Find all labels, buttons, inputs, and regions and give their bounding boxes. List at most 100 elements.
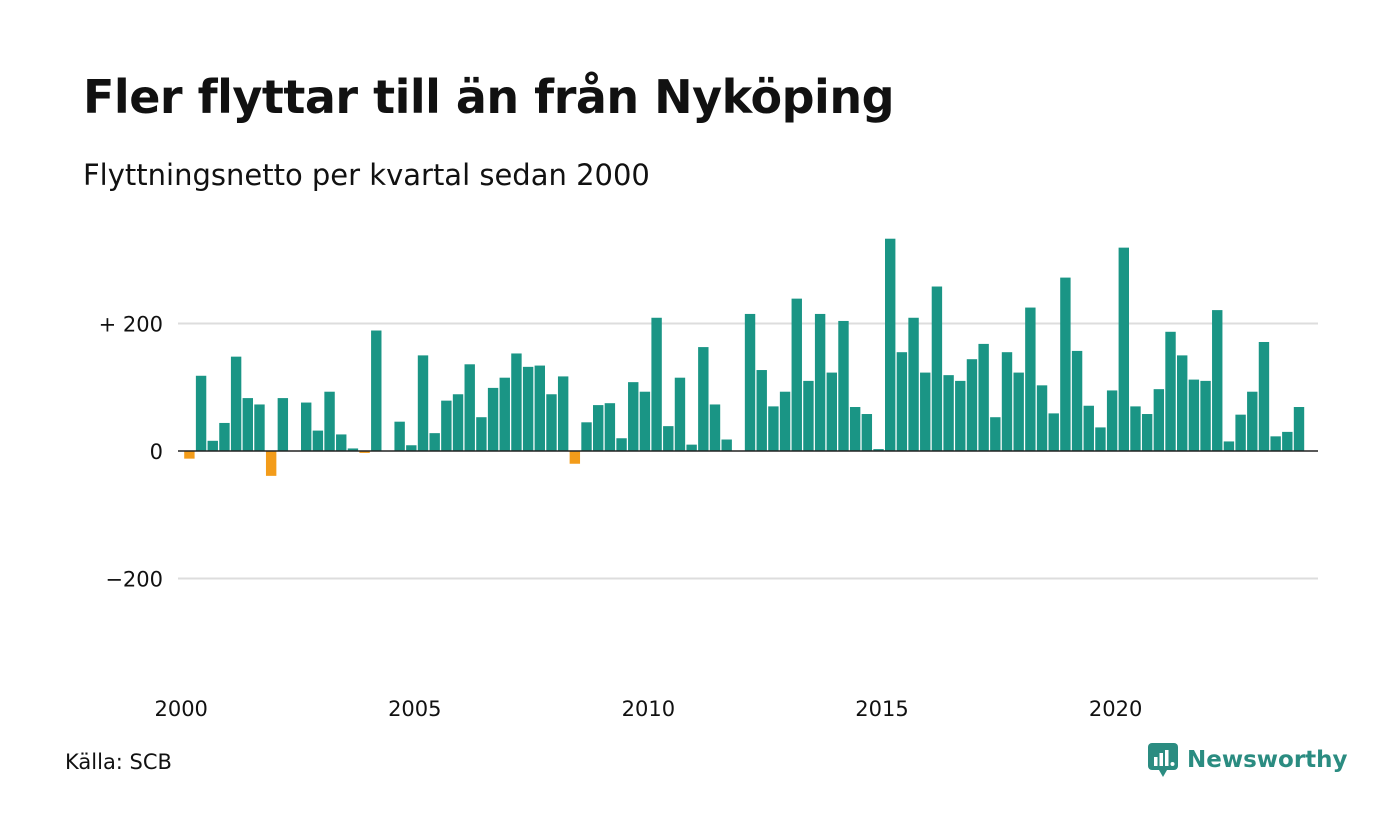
bar — [406, 445, 417, 451]
bar — [616, 438, 627, 451]
bar — [452, 394, 464, 451]
bar — [1001, 352, 1013, 451]
bar — [1200, 380, 1211, 452]
bar — [347, 448, 359, 451]
bar — [184, 451, 195, 459]
bar — [277, 398, 289, 451]
bar — [698, 347, 709, 451]
bar — [1118, 247, 1129, 451]
bar — [604, 403, 616, 451]
bar — [1247, 391, 1258, 451]
axes: + 200 0 −200 2000 2005 2010 2015 2020 — [99, 313, 1318, 721]
bar — [1013, 372, 1024, 451]
source-note: Källa: SCB — [65, 750, 172, 774]
bar — [1223, 441, 1235, 451]
bar — [511, 353, 522, 451]
bar — [476, 417, 487, 451]
bar — [721, 439, 732, 451]
bar — [651, 317, 662, 451]
bar — [1130, 406, 1141, 452]
bar — [849, 407, 861, 451]
bar — [990, 417, 1001, 451]
bar — [429, 433, 440, 451]
bar — [896, 352, 908, 451]
bar — [920, 372, 931, 451]
bar — [312, 430, 324, 451]
y-tick-label: + 200 — [99, 313, 163, 337]
bar — [1165, 331, 1176, 451]
bar — [955, 380, 966, 452]
bar — [1212, 310, 1223, 451]
chart-subtitle: Flyttningsnetto per kvartal sedan 2000 — [83, 158, 650, 192]
bar — [1258, 341, 1270, 451]
bar — [1153, 389, 1165, 451]
bar — [756, 370, 767, 451]
bar — [487, 387, 499, 451]
newsworthy-brand[interactable]: Newsworthy — [1147, 742, 1348, 778]
bar — [908, 317, 919, 451]
bar — [1106, 390, 1118, 451]
bar — [709, 404, 721, 451]
bar — [779, 391, 791, 451]
bar — [522, 366, 534, 451]
y-tick-label: 0 — [150, 440, 163, 464]
bar — [394, 421, 405, 451]
bar — [336, 434, 347, 451]
bar — [663, 426, 674, 451]
bar — [1141, 414, 1153, 451]
bar — [966, 359, 978, 451]
x-tick-label: 2015 — [855, 697, 908, 721]
x-tick-label: 2020 — [1089, 697, 1142, 721]
bar — [791, 298, 802, 451]
bar — [978, 343, 989, 451]
bar — [674, 377, 686, 451]
bar — [534, 365, 545, 451]
bar — [861, 414, 873, 451]
bar — [1071, 350, 1083, 451]
bar — [628, 382, 639, 451]
bar — [1188, 379, 1200, 451]
bar — [838, 320, 849, 451]
bar — [195, 375, 207, 451]
bar — [826, 372, 837, 451]
bar — [230, 356, 242, 451]
bar — [546, 394, 557, 451]
bar — [569, 451, 581, 464]
bar — [593, 405, 604, 451]
bar — [1270, 436, 1281, 451]
bar — [768, 406, 779, 452]
bar — [803, 380, 814, 452]
bar — [254, 404, 265, 451]
bar — [1025, 307, 1036, 451]
brand-name: Newsworthy — [1187, 747, 1348, 773]
bar — [207, 440, 218, 451]
newsworthy-logo-icon — [1148, 743, 1178, 777]
bar — [686, 444, 697, 452]
bar — [324, 391, 335, 451]
x-tick-label: 2010 — [622, 697, 675, 721]
bar — [744, 313, 756, 451]
bar — [943, 375, 954, 451]
bar — [1048, 413, 1059, 451]
x-tick-label: 2000 — [154, 697, 207, 721]
bar — [301, 402, 312, 451]
bar — [441, 400, 452, 451]
bar — [885, 238, 896, 451]
bar — [873, 449, 884, 451]
bar — [464, 364, 475, 451]
bar — [371, 330, 382, 451]
bar — [1036, 385, 1048, 451]
bar — [1095, 427, 1106, 451]
x-tick-label: 2005 — [388, 697, 441, 721]
bar — [557, 376, 569, 451]
bar — [417, 355, 429, 452]
bar — [1177, 355, 1188, 452]
bar — [1060, 277, 1071, 451]
bar — [1293, 407, 1305, 451]
bar — [1282, 431, 1293, 452]
bar — [1083, 405, 1094, 451]
bar — [814, 313, 826, 451]
y-tick-label: −200 — [105, 568, 163, 592]
bar — [931, 286, 943, 451]
